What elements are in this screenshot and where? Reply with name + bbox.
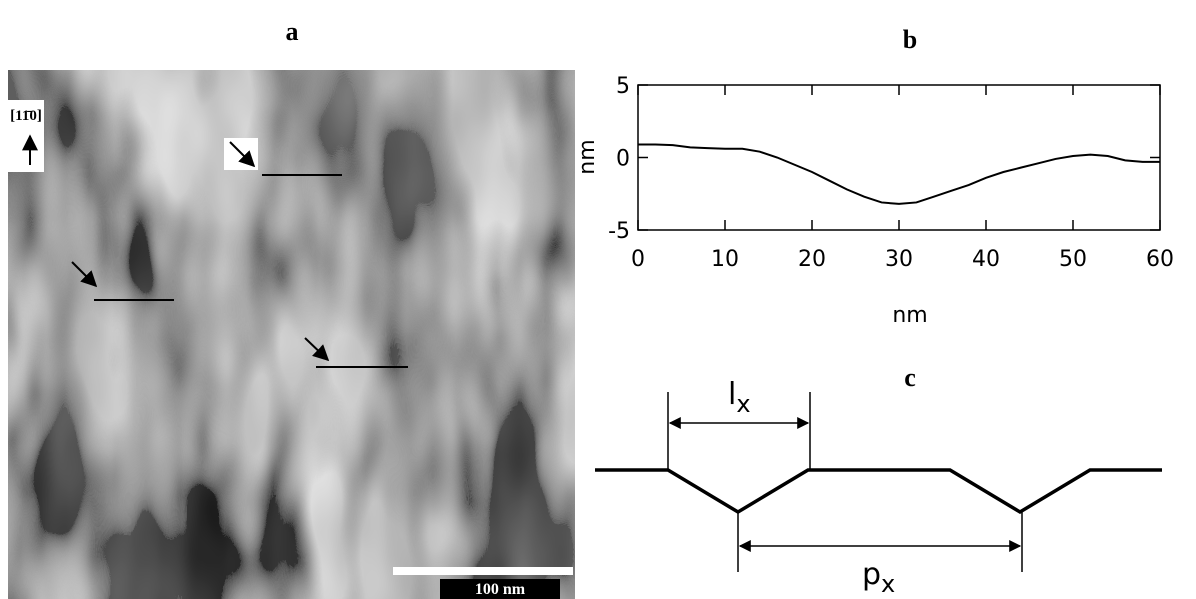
plot-frame xyxy=(637,84,1161,231)
x-tick-label: 0 xyxy=(631,247,645,272)
y-tick-label: -5 xyxy=(608,219,630,244)
px-label: px xyxy=(862,557,895,598)
y-tick-label: 5 xyxy=(616,74,630,99)
direction-label: [11̄0] xyxy=(10,108,42,124)
y-tick-label: 0 xyxy=(616,147,630,172)
chart: 0 10 20 30 40 50 60-505 xyxy=(608,74,1174,272)
symbol: p xyxy=(862,557,881,592)
subscript: x xyxy=(736,390,750,418)
x-tick-label: 40 xyxy=(972,247,1000,272)
x-tick-label: 30 xyxy=(885,247,913,272)
panel-label: a xyxy=(286,17,299,46)
data-line xyxy=(638,143,1160,205)
y-axis-label: nm xyxy=(575,139,600,174)
afm-image xyxy=(8,70,575,599)
panel-label: c xyxy=(904,363,916,392)
markers xyxy=(71,138,408,368)
scale-bg xyxy=(440,579,560,599)
x-tick-label: 50 xyxy=(1059,247,1087,272)
x-tick-label: 60 xyxy=(1146,247,1174,272)
scale-bar xyxy=(393,567,573,575)
lx-label: lx xyxy=(728,377,751,418)
subscript: x xyxy=(881,570,895,598)
symbol: l xyxy=(728,377,736,412)
profile xyxy=(595,468,1162,515)
panel-label: b xyxy=(903,25,917,54)
x-tick-label: 20 xyxy=(798,247,826,272)
x-tick-label: 10 xyxy=(711,247,739,272)
scale-label: 100 nm xyxy=(475,581,526,598)
guides xyxy=(667,392,1023,572)
x-axis-label: nm xyxy=(892,303,927,328)
